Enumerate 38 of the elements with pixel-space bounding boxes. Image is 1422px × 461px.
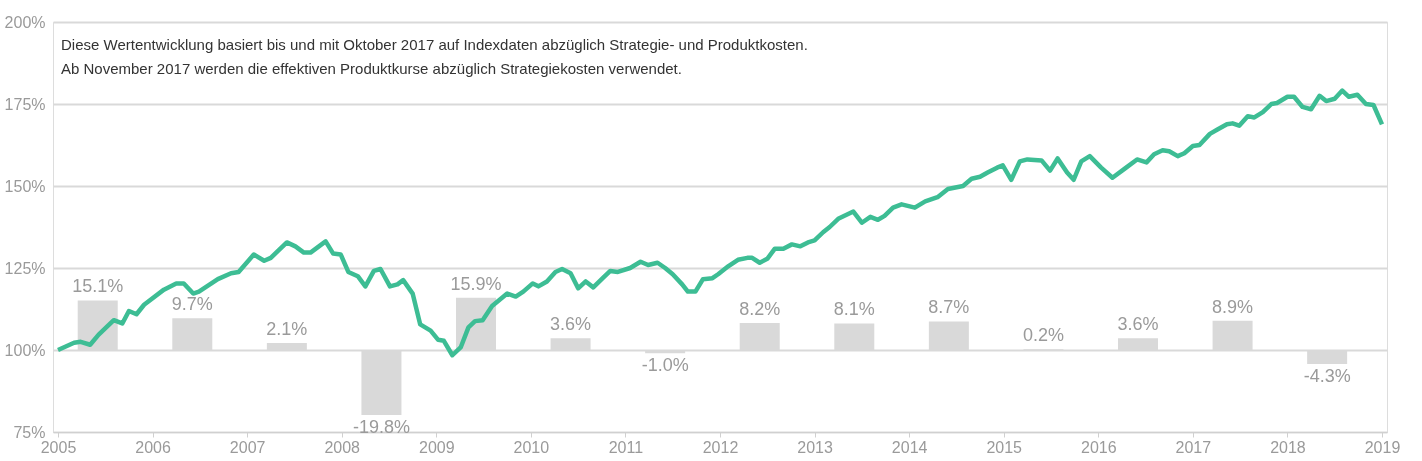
y-tick-label: 125% <box>4 259 46 277</box>
y-tick-label: 200% <box>4 13 46 31</box>
x-tick-label: 2016 <box>1080 438 1117 456</box>
x-tick-label: 2005 <box>40 438 77 456</box>
annotation: Ab November 2017 werden die effektiven Produktkurse abzüglich Strategiekosten verwendet. <box>61 60 682 77</box>
x-tick-label: 2006 <box>135 438 171 456</box>
data-label: 15.1% <box>72 276 124 297</box>
data-label: 9.7% <box>171 294 213 315</box>
y-tick-label: 75% <box>13 423 46 441</box>
x-tick-label: 2009 <box>418 438 455 456</box>
x-tick-label: 2014 <box>891 438 928 456</box>
x-tick-label: 2008 <box>324 438 361 456</box>
data-label: -4.3% <box>1303 366 1351 387</box>
data-label: 15.9% <box>450 273 502 294</box>
data-label: -19.8% <box>352 416 410 437</box>
data-label: 2.1% <box>266 319 308 340</box>
data-label: 8.1% <box>833 299 875 320</box>
x-tick-label: 2013 <box>797 438 833 456</box>
y-tick-label: 100% <box>4 341 46 359</box>
x-tick-label: 2015 <box>986 438 1023 456</box>
x-tick-label: 2018 <box>1270 438 1306 456</box>
data-label: 8.2% <box>739 299 781 320</box>
data-label: -1.0% <box>641 355 689 376</box>
x-tick-label: 2017 <box>1175 438 1212 456</box>
x-tick-label: 2011 <box>608 438 644 456</box>
data-label: 3.6% <box>1117 314 1159 335</box>
data-label: 3.6% <box>550 314 592 335</box>
data-label: 0.2% <box>1022 325 1064 346</box>
data-label: 8.9% <box>1212 296 1254 317</box>
line-series <box>55 88 1385 358</box>
annotation: Diese Wertentwicklung basiert bis und mit Oktober 2017 auf Indexdaten abzüglich Strategie- und Produktkosten. <box>61 36 808 53</box>
x-tick-label: 2012 <box>702 438 739 456</box>
x-tick-label: 2007 <box>229 438 266 456</box>
x-tick-label: 2019 <box>1364 438 1401 456</box>
y-tick-label: 150% <box>4 177 46 195</box>
data-label: 8.7% <box>928 297 970 318</box>
x-tick-label: 2010 <box>513 438 550 456</box>
y-tick-label: 175% <box>4 95 46 113</box>
